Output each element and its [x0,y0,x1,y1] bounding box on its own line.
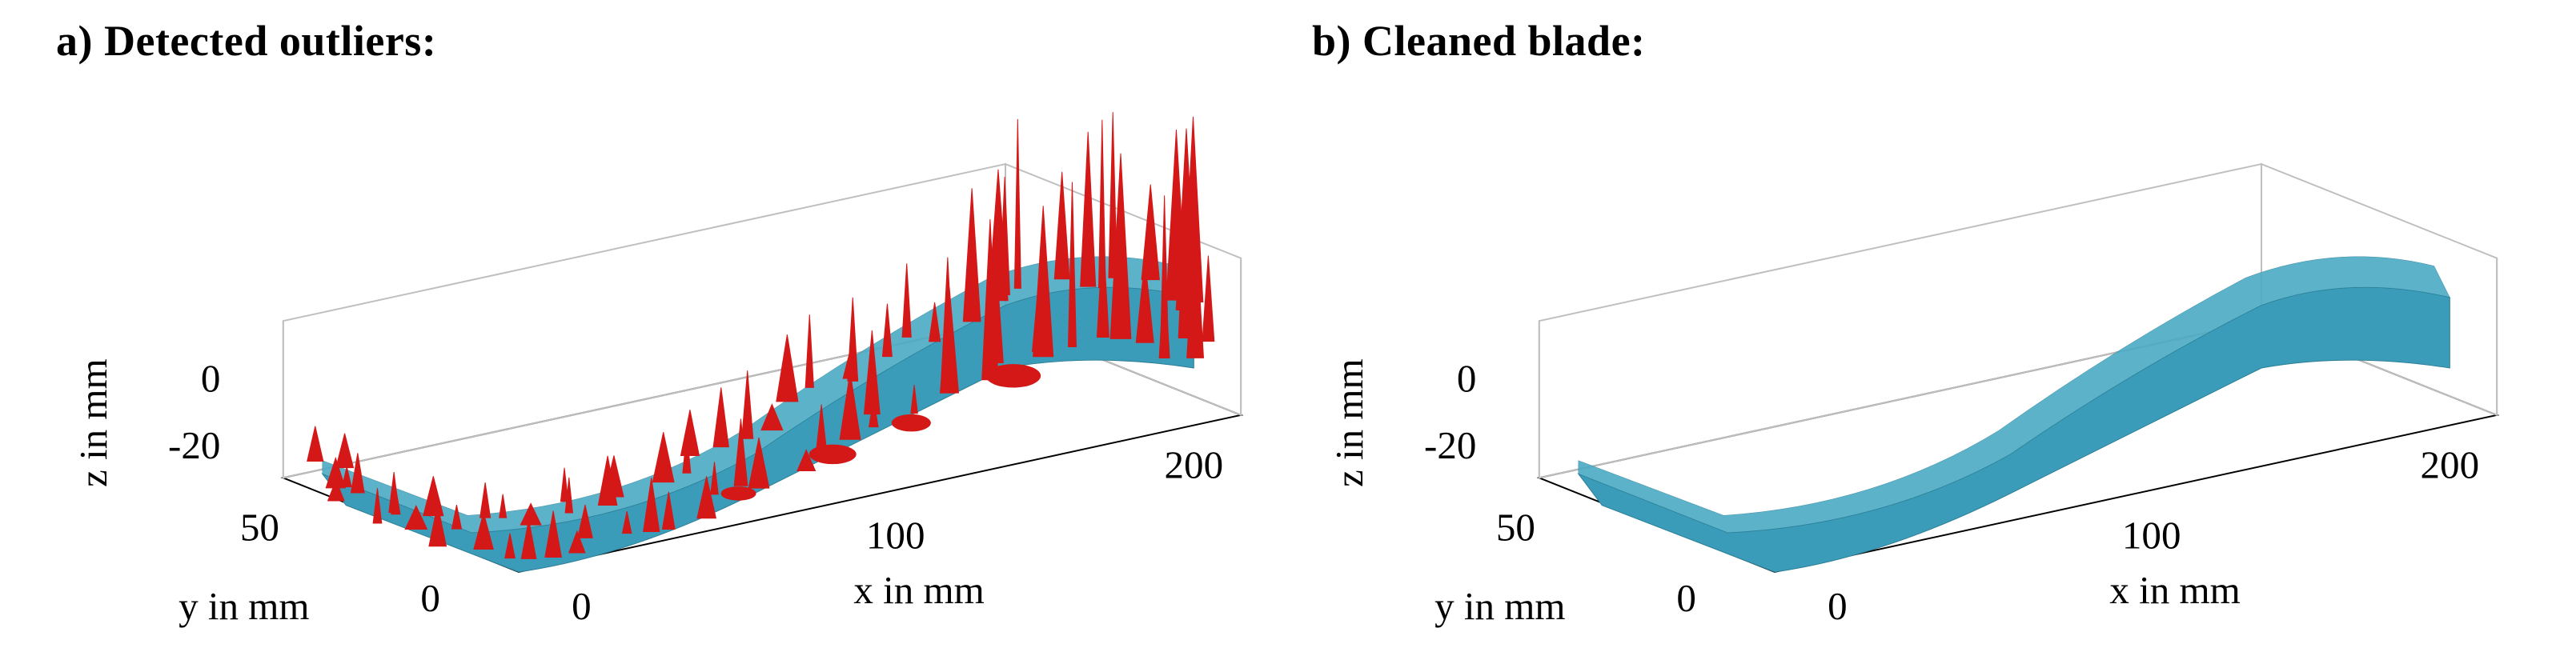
outlier-spike [307,426,323,462]
y-tick-50: 50 [1496,506,1535,550]
x-tick-100: 100 [866,514,925,558]
panel-b-plot: 0 -20 z in mm 50 0 y in mm 0 100 200 x i… [1288,80,2544,656]
outlier-spike [1202,255,1214,341]
outlier-spike [500,494,507,518]
x-tick-0: 0 [572,584,592,628]
y-tick-50: 50 [240,506,279,550]
panel-b-title: b) Cleaned blade: [1312,16,1646,66]
y-tick-0: 0 [1676,576,1696,620]
outlier-spike [713,387,728,446]
outlier-spike [882,303,892,356]
outlier-patch [809,445,857,465]
z-axis-label: z in mm [1327,358,1371,487]
outlier-spike [336,434,354,468]
x-tick-200: 200 [2421,442,2480,486]
outlier-spike [480,482,491,518]
z-axis-label: z in mm [71,358,115,487]
x-tick-200: 200 [1165,442,1224,486]
panel-b: b) Cleaned blade: 0 -20 z in mm 50 [1288,16,2544,626]
outlier-spike [1081,132,1096,286]
outlier-spike [742,370,753,438]
z-axis: 0 -20 z in mm [1327,356,1476,487]
outlier-spike [1014,119,1021,289]
x-axis-label: x in mm [853,568,984,612]
outlier-spike [902,263,911,337]
panel-a: a) Detected outliers: [32,16,1288,626]
outlier-spike [423,476,443,515]
outlier-patch [720,486,756,501]
z-tick-neg20: -20 [168,423,220,467]
outlier-spike [848,298,858,382]
panel-a-title: a) Detected outliers: [56,16,436,66]
y-tick-0: 0 [420,576,440,620]
x-tick-0: 0 [1828,584,1848,628]
outlier-spike [963,188,981,322]
outlier-spike [652,432,674,482]
figure-container: a) Detected outliers: [0,0,2576,642]
outlier-patch [985,364,1041,387]
x-axis-label: x in mm [2109,568,2240,612]
panel-a-plot: 0 -20 z in mm 50 0 y in mm 0 100 200 x i… [32,80,1288,656]
outlier-spike [805,314,813,387]
outlier-spike [1054,172,1069,279]
y-axis-label: y in mm [179,584,309,628]
y-axis-label: y in mm [1434,584,1565,628]
z-tick-0: 0 [201,356,221,400]
outlier-spike [1142,185,1159,280]
outlier-spike [776,334,798,402]
outlier-patch [892,414,931,432]
z-tick-neg20: -20 [1424,423,1476,467]
x-tick-100: 100 [2122,514,2181,558]
blade-surface [1579,257,2450,572]
z-tick-0: 0 [1457,356,1477,400]
z-axis: 0 -20 z in mm [71,356,220,487]
outlier-spike [680,410,699,455]
outlier-spike [1109,112,1117,278]
